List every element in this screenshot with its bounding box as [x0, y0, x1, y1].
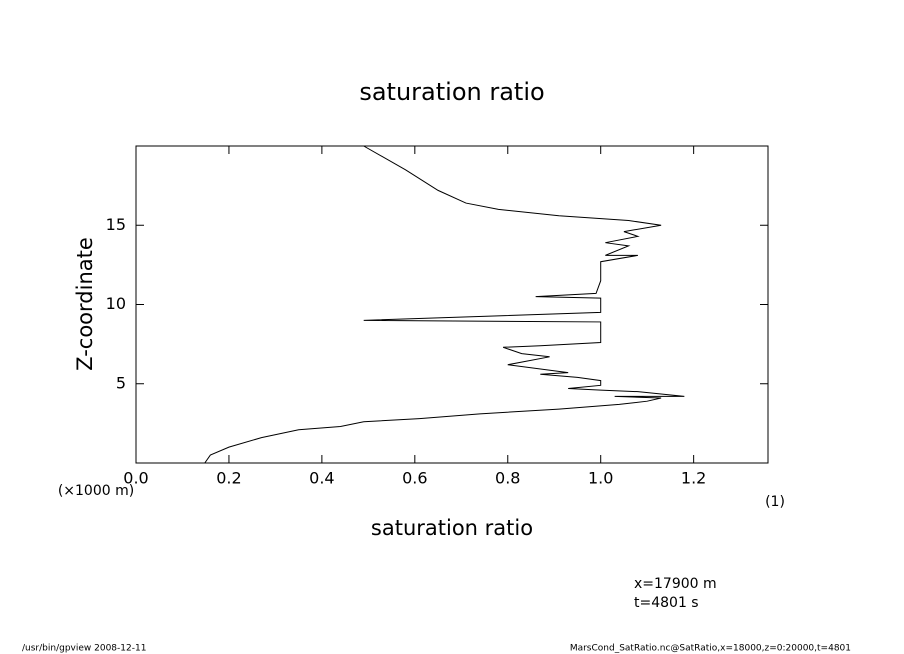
y-axis-label: Z-coordinate — [73, 237, 97, 371]
x-unit: (1) — [765, 494, 785, 510]
x-tick-label: 0.6 — [402, 469, 427, 488]
annotation: t=4801 s — [634, 595, 699, 611]
y-unit: (×1000 m) — [58, 483, 134, 499]
y-tick-label: 5 — [116, 373, 126, 392]
chart-title: saturation ratio — [359, 78, 544, 106]
x-tick-label: 0.8 — [495, 469, 520, 488]
y-tick-label: 10 — [106, 294, 126, 313]
x-tick-label: 1.0 — [588, 469, 613, 488]
footer: /usr/bin/gpview 2008-12-11 — [22, 644, 146, 654]
footer: MarsCond_SatRatio.nc@SatRatio,x=18000,z=… — [570, 644, 851, 654]
data-line — [204, 145, 685, 464]
x-tick-label: 0.4 — [309, 469, 334, 488]
x-tick-label: 0.0 — [123, 469, 148, 488]
x-tick-label: 0.2 — [216, 469, 241, 488]
y-tick-label: 15 — [106, 215, 126, 234]
x-axis-label: saturation ratio — [371, 516, 533, 540]
plot-frame — [135, 145, 769, 464]
annotation: x=17900 m — [634, 576, 717, 592]
x-tick-label: 1.2 — [681, 469, 706, 488]
